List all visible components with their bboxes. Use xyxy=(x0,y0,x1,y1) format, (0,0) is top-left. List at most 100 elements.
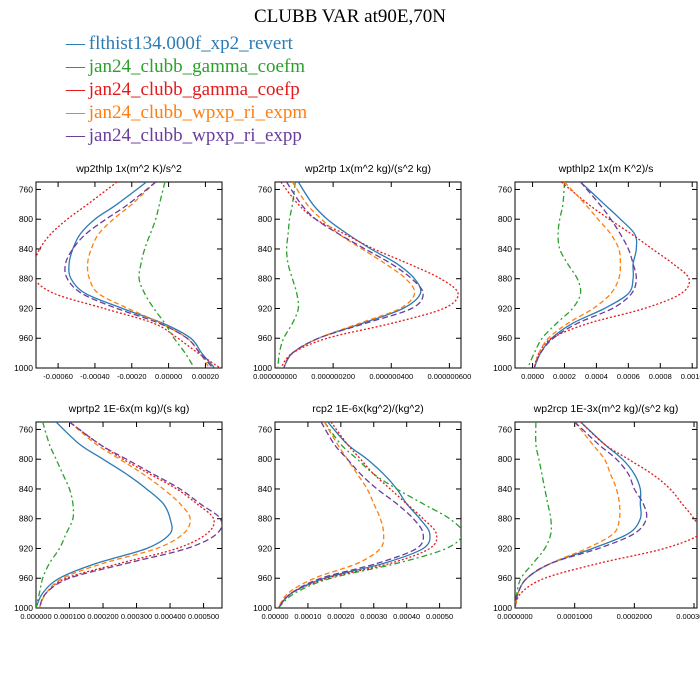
x-tick-label: 0.000000200 xyxy=(311,372,355,381)
series-line-1 xyxy=(515,422,553,608)
legend-label: jan24_clubb_wpxp_ri_expm xyxy=(88,102,308,123)
x-tick-label: 0.00020 xyxy=(327,612,354,621)
series-line-1 xyxy=(36,422,75,608)
y-tick-label: 1000 xyxy=(493,363,512,373)
legend-item-gamma-coefm: — jan24_clubb_gamma_coefm xyxy=(66,55,307,78)
legend-label: jan24_clubb_gamma_coefp xyxy=(88,79,300,100)
x-tick-label: 0.00050 xyxy=(426,612,453,621)
plot-frame xyxy=(35,181,223,369)
legend-item-xp2-revert: — flthist134.000f_xp2_revert xyxy=(66,32,307,55)
panel-title: wp2rtp 1x(m^2 kg)/(s^2 kg) xyxy=(304,163,431,175)
series-group xyxy=(36,422,222,608)
x-tick-label: 0.000000 xyxy=(20,612,51,621)
x-tick-label: 0.00040 xyxy=(393,612,420,621)
x-tick-label: -0.00040 xyxy=(80,372,110,381)
chart-panel-wp2rtp: wp2rtp 1x(m^2 kg)/(s^2 kg) 760 800 840 880 92… xyxy=(253,163,471,381)
y-tick-label: 1000 xyxy=(493,603,512,613)
legend-item-wpxp-ri-expp: — jan24_clubb_wpxp_ri_expp xyxy=(66,124,307,147)
series-group xyxy=(277,422,461,608)
x-tick-label: -0.00060 xyxy=(43,372,73,381)
x-tick-label: 0.0010 xyxy=(681,372,700,381)
x-tick-label: 0.00000 xyxy=(155,372,182,381)
panel-title: wpthlp2 1x(m K^2)/s xyxy=(558,163,654,175)
y-tick-label: 960 xyxy=(19,333,33,343)
y-tick-label: 960 xyxy=(19,573,33,583)
series-line-3 xyxy=(533,182,622,368)
series-group xyxy=(277,182,459,368)
x-tick-label: 0.000000400 xyxy=(369,372,413,381)
series-line-3 xyxy=(38,422,191,608)
series-line-2 xyxy=(277,422,438,608)
series-line-4 xyxy=(533,182,637,368)
y-tick-label: 880 xyxy=(498,514,512,524)
y-tick-label: 800 xyxy=(258,454,272,464)
x-tick-label: 0.000200 xyxy=(87,612,118,621)
figure-title: CLUBB VAR at90E,70N xyxy=(254,6,446,27)
y-tick-label: 920 xyxy=(498,543,512,553)
y-tick-label: 760 xyxy=(498,424,512,434)
legend-line-icon: — xyxy=(66,79,85,100)
series-line-4 xyxy=(64,182,214,368)
x-tick-label: 0.00020 xyxy=(192,372,219,381)
plot-frame xyxy=(274,181,462,369)
x-tick-label: 0.00010 xyxy=(294,612,321,621)
x-tick-label: 0.0002000 xyxy=(617,612,652,621)
series-line-4 xyxy=(515,422,648,608)
y-tick-label: 1000 xyxy=(14,363,33,373)
panel-title: wp2rcp 1E-3x(m^2 kg)/(s^2 kg) xyxy=(533,403,679,415)
y-tick-label: 800 xyxy=(258,214,272,224)
y-tick-label: 880 xyxy=(258,514,272,524)
plot-frame xyxy=(274,421,462,609)
legend-line-icon: — xyxy=(66,56,85,77)
series-line-4 xyxy=(277,422,425,608)
series-line-3 xyxy=(277,422,385,608)
y-tick-label: 800 xyxy=(19,214,33,224)
plot-frame xyxy=(514,181,698,369)
legend-line-icon: — xyxy=(66,125,85,146)
y-tick-label: 960 xyxy=(258,573,272,583)
y-tick-label: 760 xyxy=(19,424,33,434)
y-tick-label: 920 xyxy=(258,543,272,553)
series-group xyxy=(36,182,221,368)
x-tick-label: 0.00030 xyxy=(360,612,387,621)
y-tick-label: 1000 xyxy=(253,603,272,613)
y-tick-label: 920 xyxy=(19,303,33,313)
legend-item-wpxp-ri-expm: — jan24_clubb_wpxp_ri_expm xyxy=(66,101,307,124)
x-tick-label: 0.0000000 xyxy=(497,612,532,621)
x-tick-label: 0.0004 xyxy=(585,372,608,381)
chart-panel-wpthlp2: wpthlp2 1x(m K^2)/s 760 800 840 880 920 960 100… xyxy=(493,163,700,381)
series-line-0 xyxy=(533,182,638,368)
y-tick-label: 880 xyxy=(498,274,512,284)
y-tick-label: 760 xyxy=(498,184,512,194)
panel-title: wp2thlp 1x(m^2 K)/s^2 xyxy=(75,163,182,175)
y-tick-label: 840 xyxy=(498,244,512,254)
series-line-3 xyxy=(515,422,621,608)
series-line-1 xyxy=(138,182,195,368)
x-tick-label: 0.0002 xyxy=(553,372,576,381)
y-tick-label: 840 xyxy=(258,484,272,494)
panel-title: rcp2 1E-6x(kg^2)/(kg^2) xyxy=(312,403,423,415)
legend: — flthist134.000f_xp2_revert — jan24_clu… xyxy=(66,32,307,147)
series-group xyxy=(527,182,691,368)
y-tick-label: 920 xyxy=(19,543,33,553)
x-tick-label: 0.00000 xyxy=(261,612,288,621)
x-tick-label: 0.000400 xyxy=(154,612,185,621)
x-tick-label: 0.000000600 xyxy=(427,372,471,381)
y-tick-label: 880 xyxy=(258,274,272,284)
series-group xyxy=(515,422,697,608)
series-line-0 xyxy=(515,422,642,608)
y-tick-label: 840 xyxy=(19,484,33,494)
series-line-0 xyxy=(277,422,431,608)
y-tick-label: 800 xyxy=(19,454,33,464)
x-tick-label: 0.000100 xyxy=(54,612,85,621)
plot-frame xyxy=(514,421,698,609)
y-tick-label: 840 xyxy=(258,244,272,254)
legend-item-gamma-coefp: — jan24_clubb_gamma_coefp xyxy=(66,78,307,101)
series-line-0 xyxy=(68,182,216,368)
series-line-1 xyxy=(277,182,300,368)
x-tick-label: 0.000000000 xyxy=(253,372,297,381)
legend-label: flthist134.000f_xp2_revert xyxy=(88,33,293,54)
y-tick-label: 1000 xyxy=(14,603,33,613)
series-line-2 xyxy=(533,182,691,368)
